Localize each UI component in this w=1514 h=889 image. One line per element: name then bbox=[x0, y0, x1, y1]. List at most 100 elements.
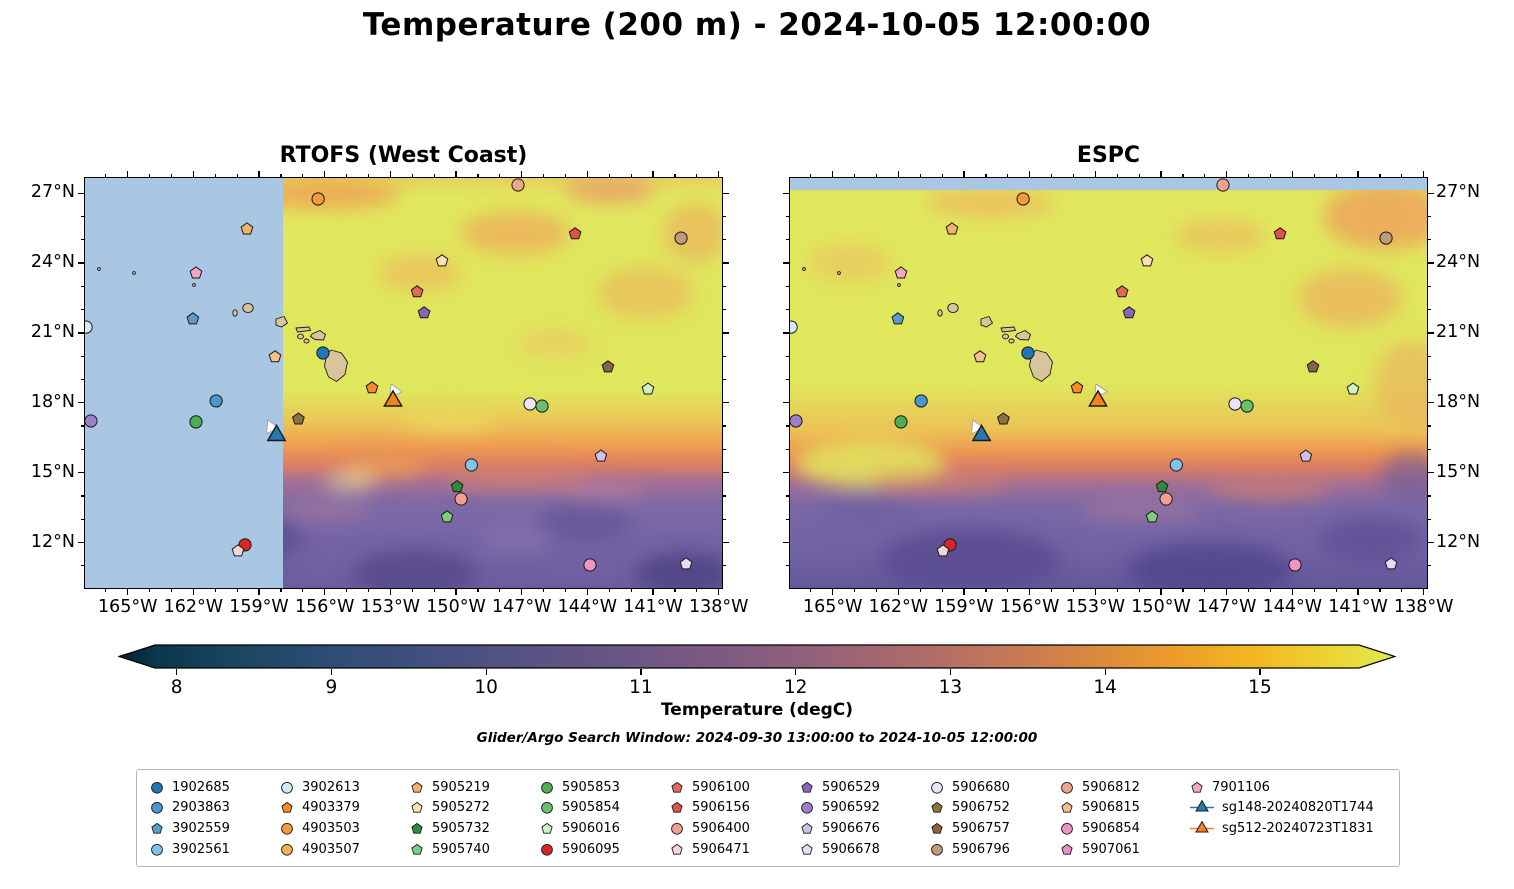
x-tick-label: 138°W bbox=[688, 597, 749, 617]
colorbar-tick bbox=[640, 669, 642, 675]
x-tick bbox=[192, 588, 194, 595]
legend-label: 5906156 bbox=[692, 800, 750, 816]
legend-column: 5905219 5905272 5905732 5905740 bbox=[409, 777, 539, 859]
x-tick bbox=[1050, 588, 1053, 592]
x-tick bbox=[521, 171, 523, 178]
float-marker-icon bbox=[281, 843, 293, 856]
legend-item-5906100: 5906100 bbox=[669, 777, 799, 798]
x-tick-label: 165°W bbox=[802, 597, 863, 617]
float-marker-5906757 bbox=[1306, 360, 1320, 373]
y-tick-label: 24°N bbox=[30, 252, 75, 273]
float-marker-5906815 bbox=[973, 350, 987, 363]
float-marker-3902561 bbox=[464, 458, 478, 472]
colorbar-label: Temperature (degC) bbox=[660, 700, 854, 720]
legend-item-sg512-20240723T1831: sg512-20240723T1831 bbox=[1189, 818, 1395, 839]
float-pentagon bbox=[411, 843, 423, 855]
legend-label: sg148-20240820T1744 bbox=[1222, 800, 1374, 816]
float-circle bbox=[151, 781, 163, 794]
float-pentagon bbox=[1061, 843, 1073, 855]
y-tick bbox=[1427, 448, 1431, 450]
legend-label: 5905853 bbox=[562, 779, 620, 795]
float-marker-5905272 bbox=[435, 254, 449, 267]
float-marker-icon bbox=[801, 781, 813, 793]
y-tick bbox=[722, 239, 726, 241]
x-tick-label: 144°W bbox=[557, 597, 618, 617]
x-tick bbox=[1269, 588, 1272, 592]
y-tick bbox=[786, 285, 790, 287]
float-marker-icon bbox=[931, 843, 943, 856]
float-marker-icon bbox=[801, 843, 813, 855]
colorbar-tick-label: 14 bbox=[1093, 677, 1117, 698]
y-tick bbox=[1427, 239, 1431, 241]
legend-item-5906529: 5906529 bbox=[799, 777, 929, 798]
y-tick bbox=[1427, 215, 1431, 218]
float-marker-5906016 bbox=[1346, 382, 1360, 395]
colorbar-tick-label: 15 bbox=[1248, 677, 1272, 698]
legend-item-4903379: 4903379 bbox=[279, 798, 409, 819]
float-marker-5906676 bbox=[594, 449, 608, 462]
x-tick bbox=[192, 171, 194, 178]
legend-label: 5905740 bbox=[432, 841, 490, 857]
espc-temperature-map bbox=[790, 178, 1427, 588]
float-marker-icon bbox=[281, 781, 293, 794]
y-tick bbox=[722, 192, 729, 194]
legend-item-5906854: 5906854 bbox=[1059, 818, 1189, 839]
y-tick bbox=[722, 565, 726, 567]
x-tick bbox=[455, 588, 457, 595]
x-tick bbox=[1094, 171, 1096, 178]
y-tick bbox=[78, 472, 85, 474]
legend-column: 3902613 4903379 4903503 4903507 bbox=[279, 777, 409, 859]
legend-item-1902685: 1902685 bbox=[149, 777, 279, 798]
x-tick bbox=[389, 588, 391, 595]
legend-label: 5906752 bbox=[952, 800, 1010, 816]
x-tick-label: 147°W bbox=[491, 597, 552, 617]
y-tick bbox=[81, 425, 85, 427]
x-tick bbox=[985, 174, 987, 178]
y-tick bbox=[722, 425, 726, 427]
float-marker-5906812 bbox=[511, 178, 525, 192]
legend-item-5906680: 5906680 bbox=[929, 777, 1059, 798]
x-tick bbox=[832, 171, 834, 178]
y-tick bbox=[81, 239, 85, 241]
y-tick bbox=[1427, 332, 1434, 334]
search-window-text: Glider/Argo Search Window: 2024-09-30 13… bbox=[476, 730, 1038, 746]
y-tick-label: 21°N bbox=[1436, 321, 1481, 342]
platform-legend: 1902685 2903863 3902559 3902561 3902613 49033… bbox=[136, 769, 1400, 868]
x-tick bbox=[1401, 174, 1403, 178]
float-circle bbox=[281, 781, 293, 794]
float-marker-5906752 bbox=[997, 412, 1010, 425]
float-marker-icon bbox=[931, 802, 943, 814]
x-tick bbox=[1116, 174, 1118, 178]
temperature-field-texture bbox=[795, 182, 1427, 588]
x-tick bbox=[411, 174, 413, 178]
float-marker-icon bbox=[1061, 843, 1073, 855]
colorbar-gradient-bar bbox=[118, 644, 1396, 669]
y-tick-label: 18°N bbox=[30, 391, 75, 412]
legend-label: 5906471 bbox=[692, 841, 750, 857]
x-tick bbox=[542, 588, 545, 592]
float-marker-5905740 bbox=[440, 510, 454, 523]
y-tick-label: 18°N bbox=[1436, 391, 1481, 412]
colorbar-tick bbox=[949, 669, 952, 675]
y-tick bbox=[1427, 541, 1434, 544]
float-pentagon bbox=[1061, 802, 1073, 814]
x-tick bbox=[963, 588, 965, 595]
float-marker-5905853 bbox=[894, 415, 908, 429]
x-tick-label: 159°W bbox=[229, 597, 289, 617]
colorbar-tick bbox=[485, 669, 487, 675]
float-marker-icon bbox=[411, 822, 423, 834]
y-tick bbox=[722, 355, 726, 357]
x-tick bbox=[148, 174, 151, 178]
legend-item-3902561: 3902561 bbox=[149, 839, 279, 860]
x-tick bbox=[897, 171, 899, 178]
y-tick-label: 15°N bbox=[30, 461, 75, 482]
x-tick bbox=[875, 588, 878, 592]
legend-item-5906156: 5906156 bbox=[669, 798, 799, 819]
float-marker-5906854 bbox=[583, 558, 597, 572]
y-tick bbox=[722, 495, 726, 497]
legend-label: 5905732 bbox=[432, 820, 490, 836]
legend-label: 3902559 bbox=[172, 820, 230, 836]
y-tick bbox=[786, 239, 790, 241]
x-tick bbox=[1423, 171, 1425, 178]
